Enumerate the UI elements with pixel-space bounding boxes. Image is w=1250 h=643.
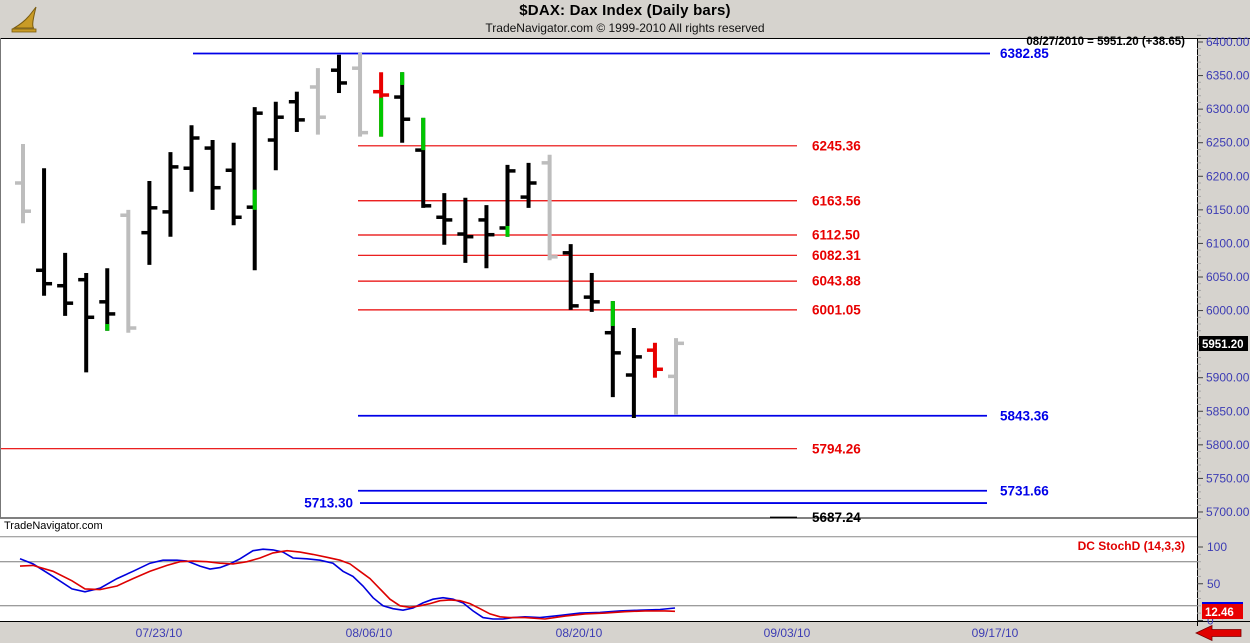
ohlc-bar — [457, 197, 474, 263]
level-price-label: 6112.50 — [812, 228, 860, 243]
current-price-box — [1199, 336, 1248, 351]
stoch-indicator-label: DC StochD (14,3,3) — [1077, 539, 1185, 553]
level-price-label: 6043.88 — [812, 274, 861, 289]
price-axis-label: 5900.00 — [1206, 371, 1250, 385]
scroll-left-arrow-icon[interactable] — [1195, 624, 1242, 642]
stoch-axis-label: 100 — [1207, 540, 1227, 554]
ohlc-bar — [330, 54, 347, 94]
ohlc-bar — [183, 125, 200, 192]
level-price-label: 5794.26 — [812, 441, 861, 456]
level-price-label: 6245.36 — [812, 138, 861, 153]
ohlc-bar — [246, 107, 263, 271]
ohlc-bar — [120, 209, 137, 333]
price-axis-label: 5800.00 — [1206, 438, 1250, 452]
price-axis-label: 6400.00 — [1206, 35, 1250, 49]
price-axis-label: 5850.00 — [1206, 404, 1250, 418]
ohlc-bar — [541, 154, 558, 261]
ohlc-bar — [520, 162, 537, 208]
price-axis: 6400.00 6350.00 6300.00 6250.00 6200.00 6150.… — [1197, 34, 1250, 520]
level-price-label: 6163.56 — [812, 193, 861, 208]
level-price-label: 5731.66 — [1000, 483, 1049, 498]
ohlc-bar — [225, 142, 242, 226]
ohlc-bar — [162, 152, 179, 237]
ohlc-bar — [309, 68, 326, 135]
ohlc-bar — [78, 272, 95, 373]
ohlc-bar — [668, 338, 685, 415]
stoch-blue-value-marker — [1202, 602, 1243, 604]
current-price-box-value: 5951.20 — [1202, 339, 1244, 351]
ohlc-bar — [204, 140, 221, 210]
date-label: 09/03/10 — [764, 626, 811, 640]
price-axis-label: 6200.00 — [1206, 169, 1250, 183]
price-axis-label: 6300.00 — [1206, 102, 1250, 116]
ohlc-bar — [141, 180, 158, 265]
tradenavigator-logo — [5, 3, 41, 35]
stoch-value-box — [1202, 604, 1243, 619]
level-price-label: 6082.31 — [812, 248, 861, 263]
ohlc-bar — [57, 252, 74, 316]
ohlc-bar — [499, 164, 516, 237]
ohlc-bar — [99, 268, 116, 331]
watermark-text: TradeNavigator.com — [4, 520, 103, 532]
price-axis-label: 5750.00 — [1206, 471, 1250, 485]
ohlc-bar — [352, 52, 369, 137]
price-axis-label: 6250.00 — [1206, 136, 1250, 150]
level-price-label: 6382.85 — [1000, 46, 1049, 61]
ohlc-bar — [562, 244, 579, 310]
ohlc-bar — [288, 91, 305, 132]
level-price-label: 5687.24 — [812, 510, 861, 525]
level-price-label: 6001.05 — [812, 302, 861, 317]
price-axis-label: 6100.00 — [1206, 236, 1250, 250]
stoch-axis-label: 50 — [1207, 577, 1221, 591]
level-price-label: 5843.36 — [1000, 408, 1049, 423]
ohlc-bar — [15, 144, 31, 224]
date-label: 08/06/10 — [346, 626, 393, 640]
ohlc-bar — [604, 301, 621, 398]
chart-background — [0, 38, 1197, 621]
price-axis-label: 5700.00 — [1206, 505, 1250, 519]
ohlc-bar — [436, 193, 453, 245]
price-axis-label: 6350.00 — [1206, 69, 1250, 83]
date-label: 07/23/10 — [136, 626, 183, 640]
stoch-series-stochd — [19, 549, 676, 620]
price-axis-label: 6050.00 — [1206, 270, 1250, 284]
ohlc-bar — [478, 205, 495, 269]
time-axis: 07/23/10 08/06/10 08/20/10 09/03/10 09/17/10 — [136, 626, 1019, 640]
gold-emblem-icon — [11, 6, 37, 33]
stoch-axis-label: 0 — [1207, 614, 1214, 628]
ohlc-bar — [394, 72, 411, 143]
stoch-value-box-value: 12.46 — [1205, 607, 1234, 619]
chart-title: $DAX: Dax Index (Daily bars) — [519, 2, 731, 19]
ohlc-bar — [583, 272, 600, 312]
stoch-axis: 100 50 012.46 — [1197, 540, 1243, 628]
ohlc-bar — [625, 328, 642, 418]
ohlc-bar — [373, 72, 390, 137]
stoch-panel[interactable] — [0, 548, 1197, 620]
ohlc-bar — [646, 342, 663, 378]
date-label: 08/20/10 — [556, 626, 603, 640]
copyright-subtitle: TradeNavigator.com © 1999-2010 All right… — [485, 21, 765, 35]
ohlc-bar — [36, 168, 53, 296]
date-label: 09/17/10 — [972, 626, 1019, 640]
price-axis-label: 6150.00 — [1206, 203, 1250, 217]
last-quote-readout: 08/27/2010 = 5951.20 (+38.65) — [1026, 36, 1185, 48]
level-price-label: 5713.30 — [304, 496, 353, 511]
ohlc-bar — [415, 117, 432, 208]
price-panel[interactable]: 6382.85 6245.36 6163.56 6112.50 6082.31 6043.… — [0, 46, 1049, 525]
price-axis-label: 6000.00 — [1206, 304, 1250, 318]
ohlc-bar — [267, 101, 284, 171]
